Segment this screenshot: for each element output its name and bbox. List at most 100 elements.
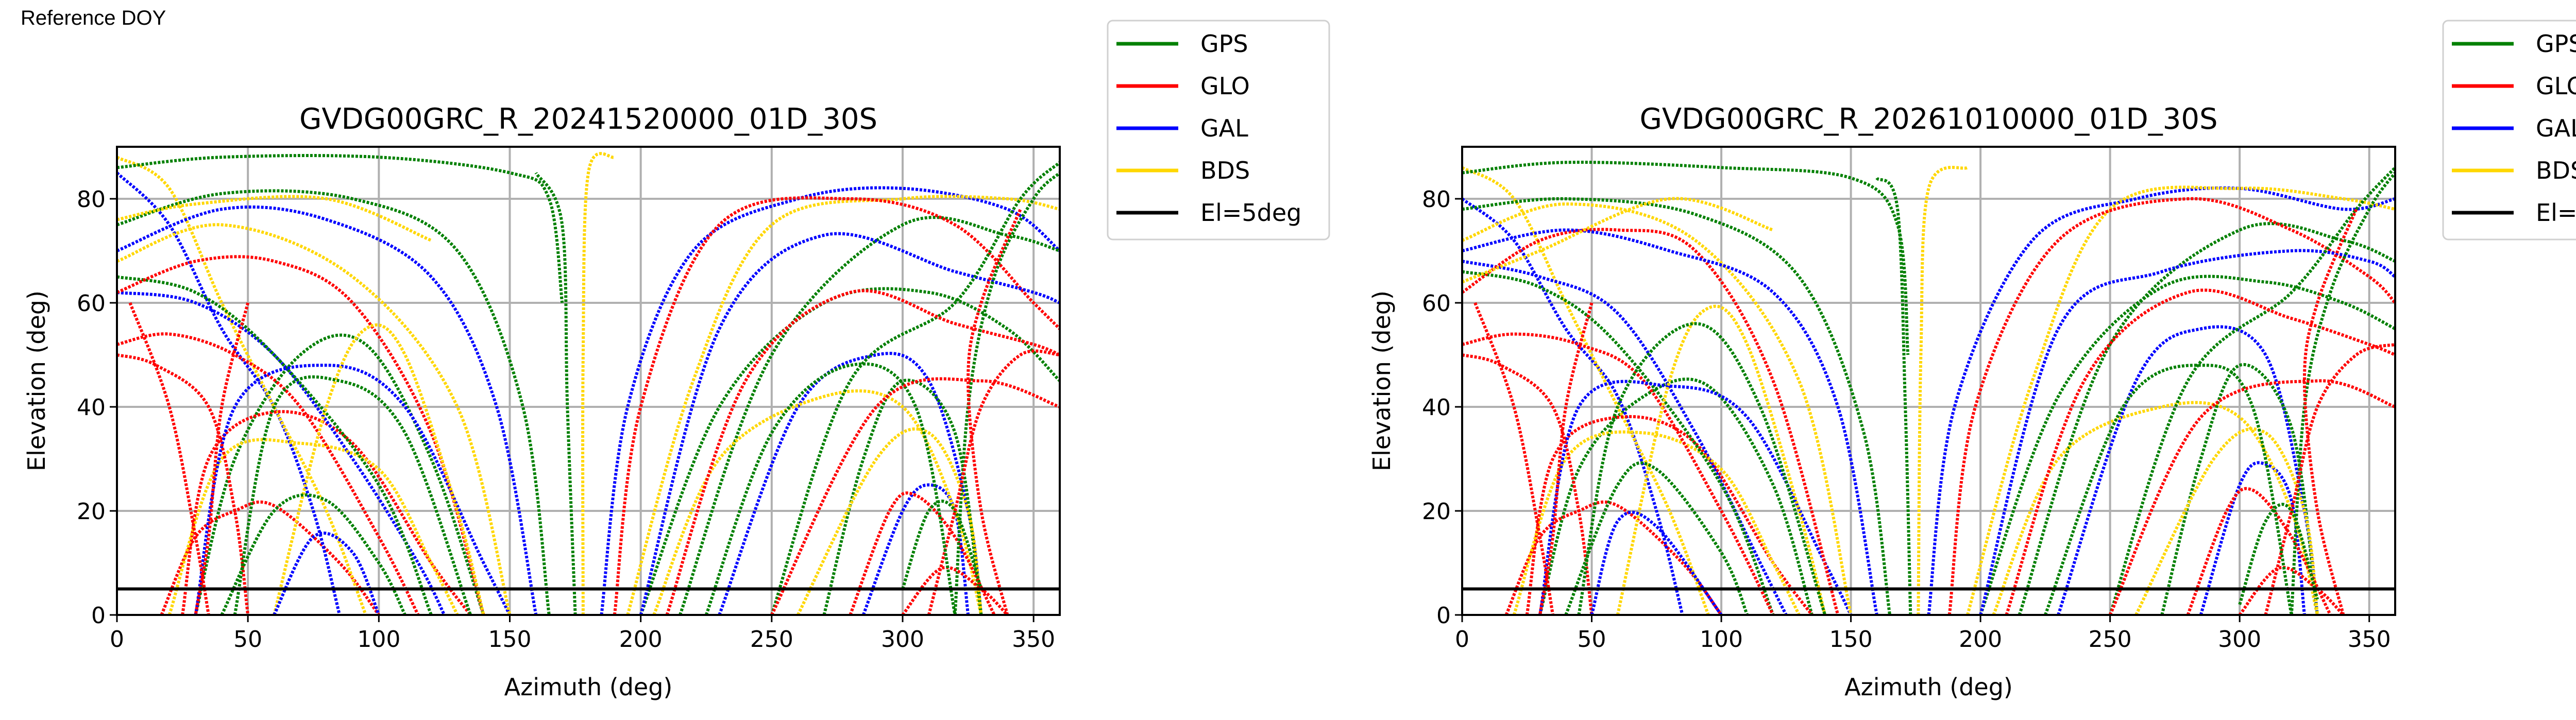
track-gal	[1538, 380, 1853, 615]
x-tick-label: 50	[233, 626, 262, 653]
track-gps	[194, 333, 485, 615]
legend-label: GAL	[1200, 114, 1248, 142]
track-bds	[581, 152, 616, 615]
track-bds	[1462, 166, 1710, 615]
track-glo	[1462, 228, 1840, 615]
track-gps	[639, 287, 1060, 615]
x-tick-label: 200	[619, 626, 663, 653]
track-gal	[861, 483, 970, 615]
track-glo	[194, 302, 250, 615]
track-bds	[1462, 202, 1853, 615]
x-tick-label: 250	[750, 626, 793, 653]
y-tick-label: 40	[1422, 395, 1451, 421]
track-gps	[117, 275, 433, 615]
x-tick-label: 250	[2089, 626, 2132, 653]
legend-label: GAL	[2536, 114, 2576, 142]
track-glo	[2108, 379, 2395, 615]
track-glo	[1947, 197, 2395, 615]
track-gal	[1590, 510, 1723, 615]
track-glo	[2186, 487, 2332, 615]
chart-title: GVDG00GRC_R_20261010000_01D_30S	[1639, 102, 2217, 136]
track-gal	[194, 364, 512, 615]
track-gps	[1462, 161, 1910, 355]
legend-entry-bds: BDS	[1116, 157, 1250, 184]
track-gal	[718, 352, 983, 615]
y-tick-label: 80	[1422, 186, 1451, 213]
y-tick-label: 60	[77, 290, 106, 317]
track-bds	[1917, 166, 1969, 615]
x-tick-label: 50	[1578, 626, 1606, 653]
track-bds	[626, 195, 1060, 615]
y-axis-label: Elevation (deg)	[1368, 290, 1396, 471]
track-glo	[770, 377, 1060, 615]
track-glo	[2238, 565, 2345, 615]
plot-frame	[1461, 146, 2396, 616]
track-glo	[2005, 288, 2395, 615]
track-gps	[901, 500, 983, 590]
track-glo	[128, 302, 210, 615]
track-glo	[967, 209, 1022, 615]
track-glo	[2302, 209, 2358, 615]
track-gal	[117, 290, 446, 615]
track-glo	[665, 289, 1060, 615]
track-gal	[1927, 186, 2395, 615]
chart-2: 0 50 100 150 200 250 300 350 0 20 40 60 80 GVDG00GRC_…	[1368, 20, 2576, 701]
track-gps	[1979, 275, 2395, 615]
track-glo	[849, 491, 996, 615]
y-tick-label: 0	[91, 603, 106, 629]
x-tick-label: 0	[110, 626, 124, 653]
track-glo	[117, 332, 420, 615]
track-glo	[1462, 332, 1775, 615]
track-glo	[1525, 415, 1814, 615]
x-tick-label: 350	[2348, 626, 2391, 653]
x-axis-label: Azimuth (deg)	[1844, 673, 2013, 701]
legend-entry-glo: GLO	[2452, 72, 2576, 100]
track-bds	[117, 195, 432, 242]
track-gal	[2199, 461, 2306, 615]
track-glo	[1473, 302, 1555, 615]
legend-entry-el5deg: El=5deg	[1116, 199, 1301, 227]
x-tick-label: 100	[1700, 626, 1743, 653]
track-gps	[2044, 364, 2293, 615]
track-glo	[901, 565, 1009, 615]
track-gps	[117, 154, 564, 303]
track-gal	[117, 172, 341, 615]
track-glo	[927, 349, 1060, 615]
track-gps	[220, 493, 406, 615]
track-glo	[1538, 302, 1594, 615]
legend-entry-glo: GLO	[1116, 72, 1250, 100]
x-tick-label: 150	[488, 626, 532, 653]
legend-label: BDS	[1200, 157, 1250, 184]
track-glo	[117, 353, 250, 615]
track-bds	[1966, 185, 2395, 615]
track-gal	[273, 532, 381, 615]
track-gal	[1979, 249, 2395, 615]
track-gps	[679, 216, 1060, 615]
track-bds	[652, 389, 983, 615]
track-bds	[117, 156, 367, 615]
y-tick-label: 20	[1422, 499, 1451, 525]
y-tick-label: 60	[1422, 290, 1451, 317]
track-gps	[2108, 166, 2395, 615]
legend: GPS GLO GAL BDS El=5deg	[1107, 20, 1330, 241]
legend-entry-el5deg: El=5deg	[2452, 199, 2576, 227]
track-gps	[1462, 270, 1775, 615]
x-tick-label: 100	[357, 626, 400, 653]
legend-label: GPS	[2536, 30, 2576, 58]
legend-entry-gal: GAL	[2452, 114, 2576, 142]
x-tick-label: 350	[1012, 626, 1055, 653]
track-gps	[1538, 378, 1814, 615]
track-bds	[273, 323, 485, 615]
y-tick-label: 0	[1436, 603, 1451, 629]
track-glo	[613, 196, 1060, 615]
x-axis-label: Azimuth (deg)	[504, 673, 673, 701]
x-tick-label: 200	[1959, 626, 2002, 653]
legend-label: GLO	[1200, 72, 1250, 100]
track-gal	[1462, 228, 1878, 615]
track-bds	[1512, 430, 1801, 615]
reference-doy-label: Reference DOY	[21, 7, 166, 29]
track-bds	[167, 438, 459, 615]
legend-entry-bds: BDS	[2452, 157, 2576, 184]
y-axis-label: Elevation (deg)	[23, 290, 50, 471]
track-gps	[1564, 461, 1749, 615]
